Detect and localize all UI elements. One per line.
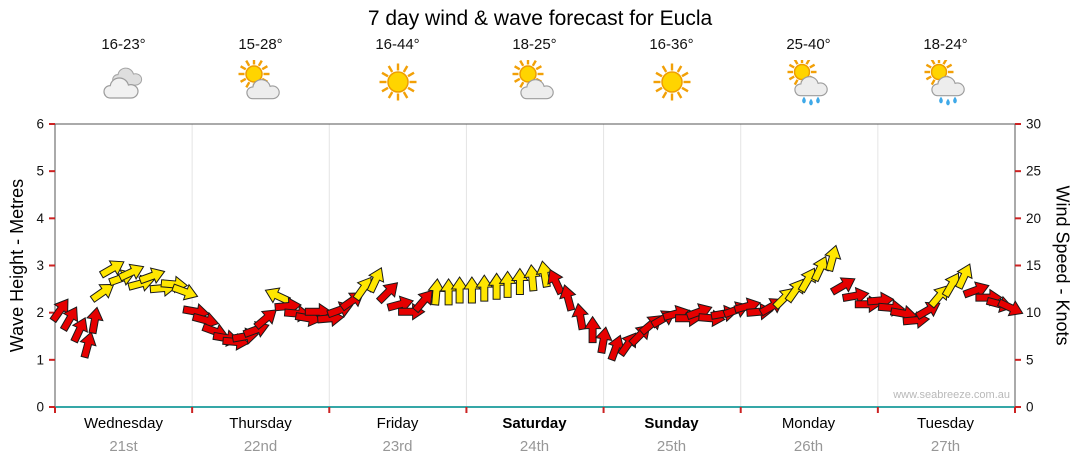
- wind-arrow: [559, 284, 577, 312]
- wind-arrow: [475, 274, 494, 302]
- wind-arrow: [583, 315, 602, 344]
- wind-arrow: [498, 270, 517, 298]
- plot-border: [54, 123, 1016, 408]
- day-date: 25th: [656, 438, 687, 455]
- wind-arrow: [523, 263, 542, 292]
- y-tick-label-right: 0: [1026, 400, 1034, 415]
- day-name: Sunday: [644, 415, 699, 432]
- y-tick-label-right: 10: [1026, 305, 1041, 320]
- temp-range: 18-25°: [512, 36, 557, 53]
- day-header: 16-23°: [55, 36, 192, 108]
- y-axis-label-right: Wind Speed - Knots: [1052, 185, 1073, 346]
- day-header: 18-24°: [877, 36, 1014, 108]
- wind-arrow: [375, 282, 399, 305]
- y-axis-label-left: Wave Height - Metres: [7, 178, 28, 353]
- temp-range: 16-23°: [101, 36, 146, 53]
- y-axis-label-left-wrap: Wave Height - Metres: [0, 124, 36, 407]
- y-tick-label-right: 25: [1026, 164, 1041, 179]
- wind-arrow: [784, 278, 804, 304]
- day-name: Wednesday: [84, 415, 163, 432]
- y-tick-label-left: 0: [36, 400, 44, 415]
- day-label: Monday 26th: [740, 415, 877, 455]
- weather-icon-sunny: [603, 58, 740, 108]
- wind-arrow: [927, 285, 949, 309]
- weather-icon-partly-cloudy-rain: [877, 58, 1014, 108]
- weather-icon-sunny: [329, 58, 466, 108]
- day-label: Thursday 22nd: [192, 415, 329, 455]
- wind-arrow: [70, 317, 89, 344]
- y-tick-label-right: 20: [1026, 211, 1041, 226]
- wind-arrow: [547, 268, 565, 296]
- wind-arrow: [138, 267, 166, 285]
- weather-icon-partly-cloudy: [192, 58, 329, 108]
- day-header: 18-25°: [466, 36, 603, 108]
- day-name: Friday: [376, 415, 419, 432]
- y-tick-label-right: 30: [1026, 117, 1041, 132]
- day-label: Tuesday 27th: [877, 415, 1014, 455]
- day-date: 26th: [793, 438, 824, 455]
- temp-range: 16-36°: [649, 36, 694, 53]
- day-name: Saturday: [502, 415, 567, 432]
- day-label: Sunday 25th: [603, 415, 740, 455]
- day-header: 25-40°: [740, 36, 877, 108]
- y-tick-label-right: 15: [1026, 258, 1041, 273]
- day-header: 16-44°: [329, 36, 466, 108]
- day-header: 15-28°: [192, 36, 329, 108]
- day-date: 27th: [930, 438, 961, 455]
- y-tick-label-left: 4: [36, 211, 44, 226]
- y-tick-label-left: 1: [36, 352, 44, 367]
- wind-arrow: [117, 263, 145, 282]
- y-axis-label-right-wrap: Wind Speed - Knots: [1044, 124, 1080, 407]
- y-tick-label-left: 5: [36, 164, 44, 179]
- wind-arrow: [79, 331, 97, 359]
- wind-arrow: [462, 276, 481, 304]
- wind-arrow: [996, 298, 1024, 317]
- wind-arrow: [171, 283, 199, 301]
- temp-range: 16-44°: [375, 36, 420, 53]
- wind-arrow: [954, 263, 973, 290]
- wind-arrow: [824, 244, 842, 273]
- temp-range: 18-24°: [923, 36, 968, 53]
- day-headers: 16-23° 15-28° 16-44° 18-25° 16-36° 25-40…: [0, 36, 1080, 122]
- y-tick-label-left: 3: [36, 258, 44, 273]
- day-date: 22nd: [243, 438, 278, 455]
- weather-icon-cloudy: [55, 58, 192, 108]
- wind-arrow: [59, 306, 79, 332]
- page-title: 7 day wind & wave forecast for Eucla: [367, 7, 713, 30]
- wind-arrow: [510, 267, 529, 295]
- temp-range: 25-40°: [786, 36, 831, 53]
- y-tick-label-left: 2: [36, 305, 44, 320]
- day-name: Thursday: [229, 415, 292, 432]
- wind-arrow: [253, 309, 277, 331]
- temp-range: 15-28°: [238, 36, 283, 53]
- wind-arrow: [797, 267, 816, 294]
- day-date: 24th: [519, 438, 550, 455]
- day-label: Wednesday 21st: [55, 415, 192, 455]
- y-tick-label-left: 6: [36, 117, 44, 132]
- day-label: Friday 23rd: [329, 415, 466, 455]
- watermark: www.seabreeze.com.au: [893, 389, 1010, 401]
- day-date: 23rd: [382, 438, 413, 455]
- day-header: 16-36°: [603, 36, 740, 108]
- day-date: 21st: [109, 438, 138, 455]
- wind-arrow: [829, 277, 856, 296]
- day-name: Monday: [781, 415, 836, 432]
- wind-arrow: [89, 283, 115, 303]
- weather-icon-partly-cloudy: [466, 58, 603, 108]
- y-tick-label-right: 5: [1026, 352, 1034, 367]
- day-name: Tuesday: [917, 415, 974, 432]
- wind-arrow: [594, 326, 613, 354]
- wind-arrow: [571, 302, 590, 331]
- wind-arrow: [98, 260, 125, 279]
- wind-arrow: [412, 289, 433, 314]
- weather-icon-partly-cloudy-rain: [740, 58, 877, 108]
- wind-arrow: [366, 267, 385, 294]
- day-label: Saturday 24th: [466, 415, 603, 455]
- wind-arrow: [86, 306, 104, 335]
- wind-arrow: [427, 278, 446, 306]
